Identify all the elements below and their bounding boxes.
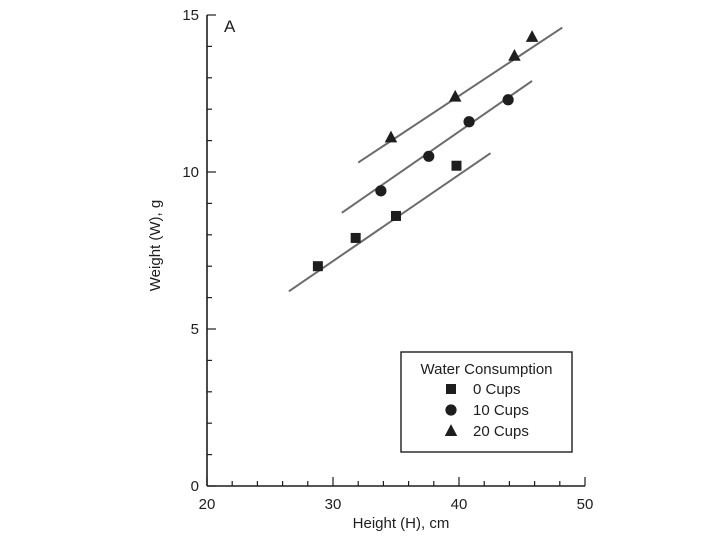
x-axis-label: Height (H), cm (353, 515, 450, 532)
y-tick-label: 15 (182, 7, 199, 24)
fit-line (341, 80, 533, 214)
triangle-point (525, 30, 539, 42)
y-tick-label: 10 (182, 164, 199, 181)
x-tick-label: 40 (451, 496, 468, 513)
square-point (312, 261, 323, 272)
square-point (350, 232, 361, 243)
x-tick-label: 30 (325, 496, 342, 513)
circle-point (423, 150, 435, 162)
legend-entry-label: 20 Cups (473, 423, 529, 440)
legend-square-marker (446, 384, 456, 394)
x-tick-label: 50 (577, 496, 594, 513)
legend: Water Consumption 0 Cups 10 Cups 20 Cups (400, 351, 573, 453)
circle-point (375, 185, 387, 197)
legend-box (400, 351, 573, 453)
square-point (391, 210, 401, 221)
legend-entry-label: 10 Cups (473, 402, 529, 419)
triangle-point (508, 49, 521, 61)
triangle-point (448, 89, 462, 102)
circle-point (502, 94, 514, 106)
square-point (451, 160, 462, 171)
triangle-point (384, 130, 398, 143)
data-points (312, 30, 539, 272)
x-tick-label: 20 (199, 496, 216, 513)
circle-point (463, 116, 475, 128)
y-tick-label: 0 (191, 478, 199, 495)
legend-entry-label: 0 Cups (473, 381, 521, 398)
legend-title: Water Consumption (421, 361, 553, 378)
legend-circle-marker (445, 404, 457, 416)
legend-entries: 0 Cups 10 Cups 20 Cups (444, 381, 529, 440)
panel-label: A (224, 17, 236, 36)
legend-triangle-marker (444, 424, 458, 436)
axes: 0 5 10 15 20 30 40 50 (182, 7, 593, 513)
y-axis-label: Weight (W), g (147, 200, 164, 291)
y-tick-label: 5 (191, 321, 199, 338)
